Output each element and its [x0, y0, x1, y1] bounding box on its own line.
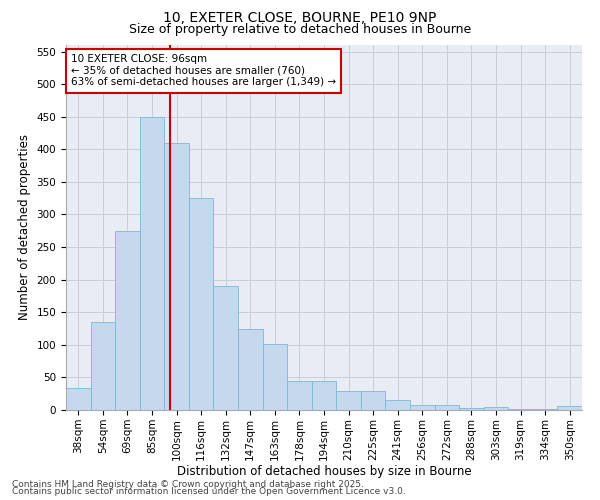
Bar: [238, 328, 263, 410]
Bar: [164, 143, 189, 410]
Bar: [434, 405, 459, 410]
Bar: [533, 408, 557, 410]
Bar: [312, 382, 336, 410]
Bar: [410, 406, 434, 410]
Bar: [214, 286, 238, 410]
Bar: [336, 391, 361, 410]
Text: 10, EXETER CLOSE, BOURNE, PE10 9NP: 10, EXETER CLOSE, BOURNE, PE10 9NP: [163, 11, 437, 25]
Text: Contains HM Land Registry data © Crown copyright and database right 2025.: Contains HM Land Registry data © Crown c…: [12, 480, 364, 489]
Bar: [263, 344, 287, 410]
Text: 10 EXETER CLOSE: 96sqm
← 35% of detached houses are smaller (760)
63% of semi-de: 10 EXETER CLOSE: 96sqm ← 35% of detached…: [71, 54, 336, 88]
Text: Size of property relative to detached houses in Bourne: Size of property relative to detached ho…: [129, 22, 471, 36]
X-axis label: Distribution of detached houses by size in Bourne: Distribution of detached houses by size …: [176, 466, 472, 478]
Text: Contains public sector information licensed under the Open Government Licence v3: Contains public sector information licen…: [12, 487, 406, 496]
Bar: [557, 406, 582, 410]
Bar: [140, 116, 164, 410]
Bar: [66, 388, 91, 410]
Bar: [115, 231, 140, 410]
Bar: [508, 408, 533, 410]
Bar: [91, 322, 115, 410]
Bar: [287, 382, 312, 410]
Bar: [484, 408, 508, 410]
Bar: [385, 400, 410, 410]
Bar: [459, 408, 484, 410]
Bar: [361, 391, 385, 410]
Y-axis label: Number of detached properties: Number of detached properties: [18, 134, 31, 320]
Bar: [189, 198, 214, 410]
